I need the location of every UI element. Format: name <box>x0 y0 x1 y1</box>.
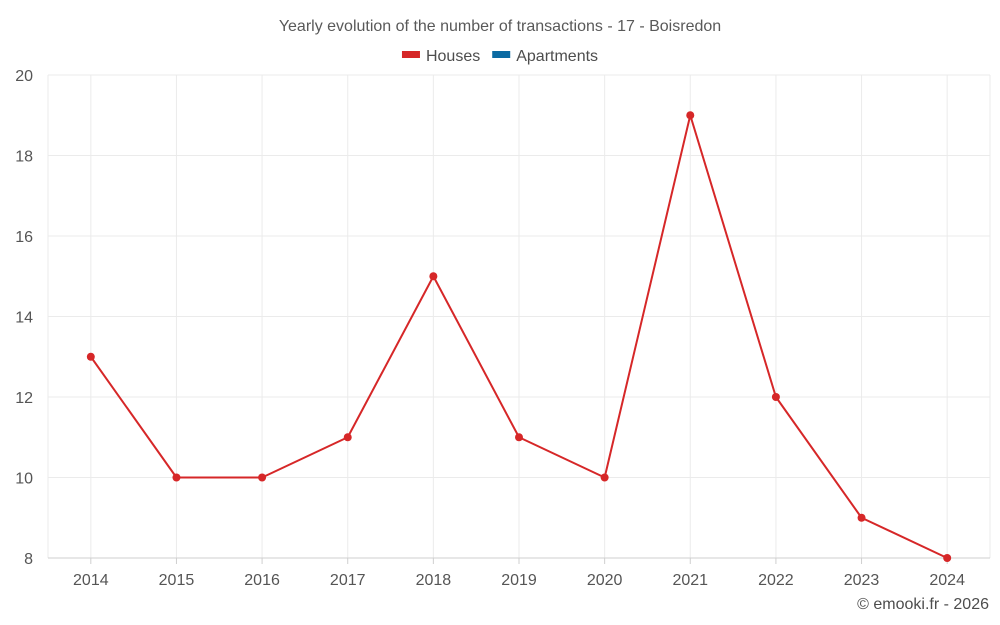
legend-label: Houses <box>426 48 480 65</box>
data-point-houses[interactable] <box>258 473 267 482</box>
data-point-houses[interactable] <box>857 513 866 522</box>
data-point-houses[interactable] <box>343 433 352 442</box>
y-tick-label: 10 <box>15 471 33 488</box>
axes: 8 10 12 14 16 18 20 2014 2015 2016 2017 2018 2019 202… <box>15 68 990 589</box>
x-tick-label: 2023 <box>844 572 880 589</box>
data-point-houses[interactable] <box>686 111 695 120</box>
legend-item-apartments[interactable]: Apartments <box>492 48 598 65</box>
x-tick-label: 2020 <box>587 572 623 589</box>
chart-title: Yearly evolution of the number of transa… <box>279 18 721 35</box>
x-tick-label: 2024 <box>929 572 965 589</box>
data-point-houses[interactable] <box>429 272 438 281</box>
y-tick-label: 20 <box>15 68 33 85</box>
legend-swatch <box>492 51 511 58</box>
y-tick-label: 16 <box>15 229 33 246</box>
y-tick-label: 12 <box>15 390 33 407</box>
x-tick-label: 2015 <box>159 572 195 589</box>
legend-label: Apartments <box>516 48 598 65</box>
legend[interactable]: Houses Apartments <box>401 48 598 65</box>
series <box>86 111 952 562</box>
y-tick-label: 8 <box>24 551 33 568</box>
x-tick-label: 2018 <box>416 572 452 589</box>
credit-text: © emooki.fr - 2026 <box>857 596 989 613</box>
y-tick-label: 14 <box>15 310 33 327</box>
data-point-houses[interactable] <box>600 473 609 482</box>
data-point-houses[interactable] <box>172 473 181 482</box>
legend-item-houses[interactable]: Houses <box>401 48 480 65</box>
y-tick-label: 18 <box>15 149 33 166</box>
x-tick-label: 2022 <box>758 572 794 589</box>
x-tick-label: 2017 <box>330 572 366 589</box>
x-tick-label: 2014 <box>73 572 109 589</box>
data-point-houses[interactable] <box>771 393 780 401</box>
data-point-houses[interactable] <box>515 433 523 442</box>
data-point-houses[interactable] <box>943 554 952 562</box>
grid <box>47 74 991 558</box>
data-point-houses[interactable] <box>86 352 95 361</box>
legend-swatch <box>401 51 420 58</box>
x-tick-label: 2016 <box>244 572 280 589</box>
x-tick-label: 2019 <box>501 572 537 589</box>
x-tick-label: 2021 <box>672 572 708 589</box>
